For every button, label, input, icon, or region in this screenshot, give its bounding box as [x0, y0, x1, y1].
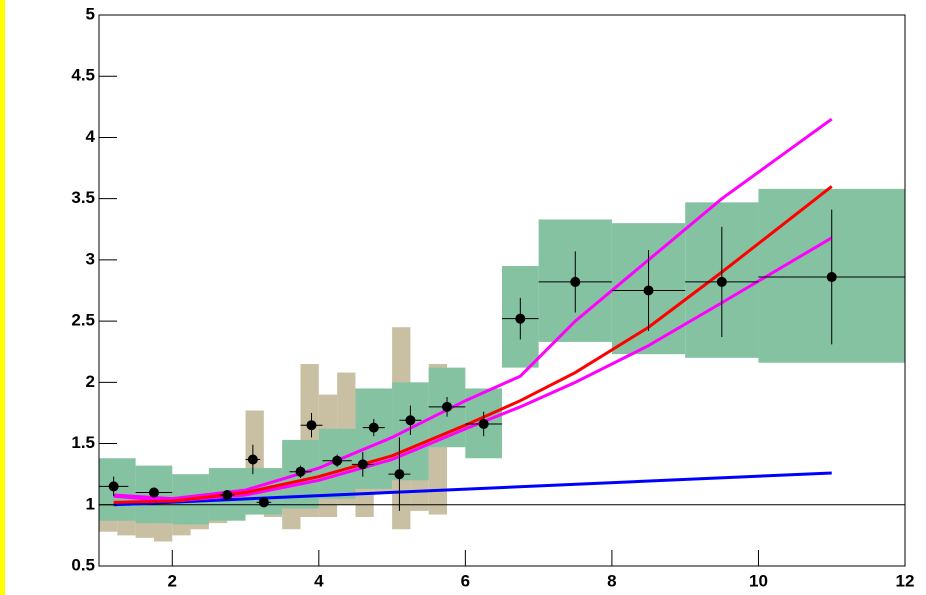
data-point: [332, 455, 343, 466]
x-tick-label: 8: [607, 571, 616, 590]
curve: [113, 471, 832, 507]
data-point: [405, 415, 416, 426]
y-tick-label: 2.5: [71, 311, 95, 330]
y-tick-label: 2: [86, 372, 95, 391]
edge-strip: [0, 0, 5, 595]
plot-frame: [98, 14, 906, 567]
y-tick-label: 3: [86, 249, 95, 268]
x-tick-label: 4: [314, 571, 324, 590]
curve: [113, 117, 833, 501]
data-point: [716, 276, 727, 287]
y-tick-label: 0.5: [71, 555, 95, 574]
data-point: [108, 481, 119, 492]
y-tick-label: 4: [86, 127, 96, 146]
data-point: [295, 466, 306, 477]
x-tick-label: 6: [461, 571, 470, 590]
y-tick-label: 1.5: [71, 433, 95, 452]
x-tick-label: 10: [749, 571, 768, 590]
data-point: [258, 497, 269, 508]
y-tick-label: 3.5: [71, 188, 95, 207]
data-point: [306, 420, 317, 431]
data-point: [222, 489, 233, 500]
data-point: [478, 418, 489, 429]
x-tick-label: 2: [168, 571, 177, 590]
data-point: [148, 487, 159, 498]
y-tick-label: 4.5: [71, 66, 95, 85]
data-point: [247, 454, 258, 465]
data-point: [394, 469, 405, 480]
data-point: [442, 401, 453, 412]
curve: [113, 236, 833, 503]
y-tick-label: 1: [86, 494, 95, 513]
data-point: [826, 272, 837, 283]
data-point: [643, 285, 654, 296]
data-point: [357, 459, 368, 470]
data-point: [570, 276, 581, 287]
x-tick-label: 12: [896, 571, 915, 590]
data-point: [368, 422, 379, 433]
data-point: [515, 313, 526, 324]
y-tick-label: 5: [86, 4, 95, 23]
